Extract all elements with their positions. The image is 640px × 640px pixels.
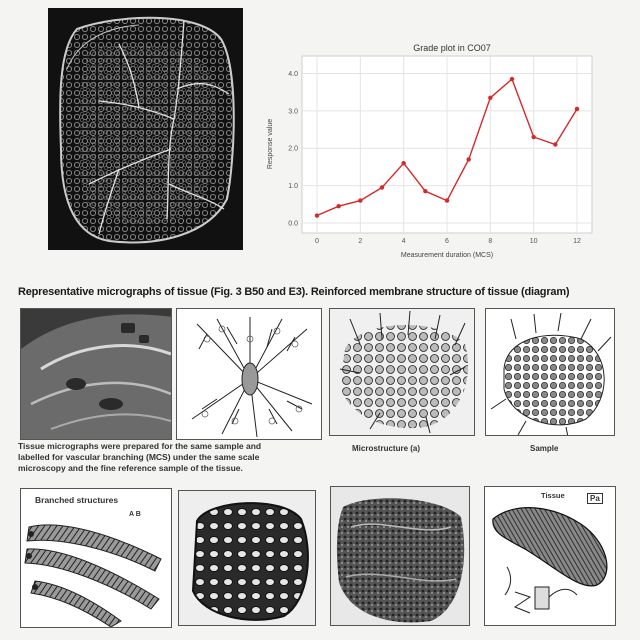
data-point (401, 160, 406, 166)
y-tick-label: 2.0 (288, 146, 298, 153)
panel-rough-tissue (330, 486, 470, 626)
panel-tissue: Tissue Pa (484, 486, 616, 626)
top-micrograph (48, 8, 243, 250)
data-point (509, 76, 515, 82)
data-point (466, 157, 471, 162)
row1-caption-4: Sample (530, 444, 559, 453)
row2-mark-1: A B (129, 511, 141, 518)
figure-heading: Representative micrographs of tissue (Fi… (18, 286, 570, 298)
data-point (379, 185, 385, 190)
panel-sample (485, 308, 615, 436)
panel-cell-mesh (178, 490, 316, 626)
paragraph-line: microscopy and the fine reference sample… (18, 463, 243, 473)
panel-rock-section (20, 308, 172, 440)
row1-caption-3: Microstructure (a) (352, 444, 421, 453)
y-tick-label: 3.0 (288, 108, 298, 115)
chart-title: Grade plot in CO07 (413, 43, 491, 53)
data-point (358, 198, 363, 203)
data-point (444, 198, 450, 203)
x-tick-label: 0 (315, 238, 319, 245)
data-point (336, 203, 341, 209)
data-point (574, 106, 580, 112)
data-point (314, 213, 320, 218)
data-point (531, 134, 536, 140)
row2-caption-4: Tissue (541, 491, 565, 500)
data-point (488, 95, 493, 100)
paragraph-line: labelled for vascular branching (MCS) un… (18, 452, 260, 462)
figure-paragraph: Tissue micrographs were prepared for the… (18, 441, 318, 474)
y-tick-label: 0.0 (288, 221, 298, 228)
panel-branching-a (176, 308, 322, 440)
line-chart: Grade plot in CO07 0.0 1.0 2.0 3.0 4.0 0 2 4 6 8… (262, 36, 602, 266)
panel-branched-structures: Branched structures A B (20, 488, 172, 628)
data-point (553, 142, 558, 147)
row2-caption-1: Branched structures (35, 495, 119, 505)
x-tick-label: 8 (488, 238, 492, 245)
x-tick-label: 6 (445, 238, 449, 245)
y-tick-label: 4.0 (288, 71, 298, 78)
panel-microstructure (329, 308, 475, 436)
row2-mark-4: Pa (587, 493, 603, 504)
y-axis-label: Response value (267, 119, 274, 169)
data-point (423, 189, 428, 194)
x-tick-label: 4 (402, 238, 406, 245)
x-tick-label: 12 (573, 238, 581, 245)
y-tick-label: 1.0 (288, 183, 298, 190)
x-tick-label: 10 (530, 238, 538, 245)
x-axis-label: Measurement duration (MCS) (401, 252, 493, 259)
x-tick-label: 2 (358, 238, 362, 245)
paragraph-line: Tissue micrographs were prepared for the… (18, 441, 262, 451)
